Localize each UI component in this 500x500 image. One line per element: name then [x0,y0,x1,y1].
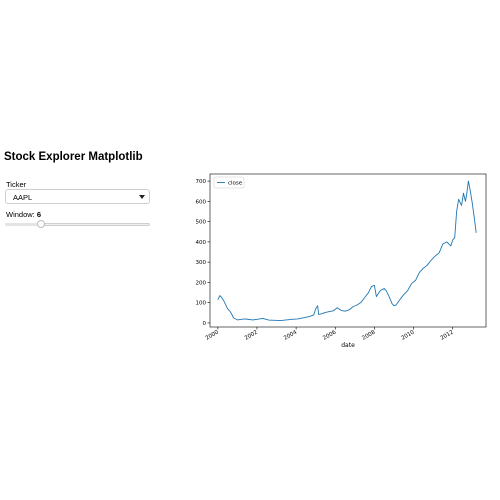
window-label: Window: 6 [6,210,41,219]
x-axis-label: date [341,342,355,349]
y-tick-label: 700 [196,179,207,185]
x-tick-label: 2006 [322,329,338,341]
page-title: Stock Explorer Matplotlib [4,151,143,163]
ticker-selected-value: AAPL [13,193,33,202]
x-tick-label: 2012 [440,330,455,342]
window-value: 6 [36,210,42,219]
y-axis: 0 100 200 300 400 500 600 700 [196,179,210,327]
stock-chart: 0 100 200 300 400 500 600 700 2000 2002 2004 2006 2… [185,168,490,353]
x-tick-label: 2000 [205,329,221,341]
x-axis: 2000 2002 2004 2006 2008 2010 2012 [205,327,455,342]
y-tick-label: 400 [196,240,207,246]
x-tick-label: 2002 [244,330,259,342]
x-tick-label: 2004 [283,329,299,341]
ticker-label: Ticker [6,180,27,189]
plot-frame [209,173,487,328]
legend-box [213,176,245,189]
slider-fill [5,223,42,226]
window-slider[interactable] [5,220,150,229]
legend-label-close: close [228,181,243,187]
x-tick-label: 2008 [361,329,377,341]
slider-thumb[interactable] [37,220,46,228]
y-tick-label: 0 [203,321,207,327]
window-label-text: Window: [6,210,37,219]
close-series-line [217,180,477,321]
y-tick-label: 300 [196,260,207,266]
chevron-down-icon [139,195,145,199]
x-tick-label: 2010 [400,329,416,341]
y-tick-label: 600 [196,199,207,205]
ticker-select[interactable]: AAPL [5,189,150,204]
y-tick-label: 500 [196,220,207,226]
y-tick-label: 100 [196,301,207,307]
y-tick-label: 200 [196,280,207,286]
legend: close [213,176,245,189]
